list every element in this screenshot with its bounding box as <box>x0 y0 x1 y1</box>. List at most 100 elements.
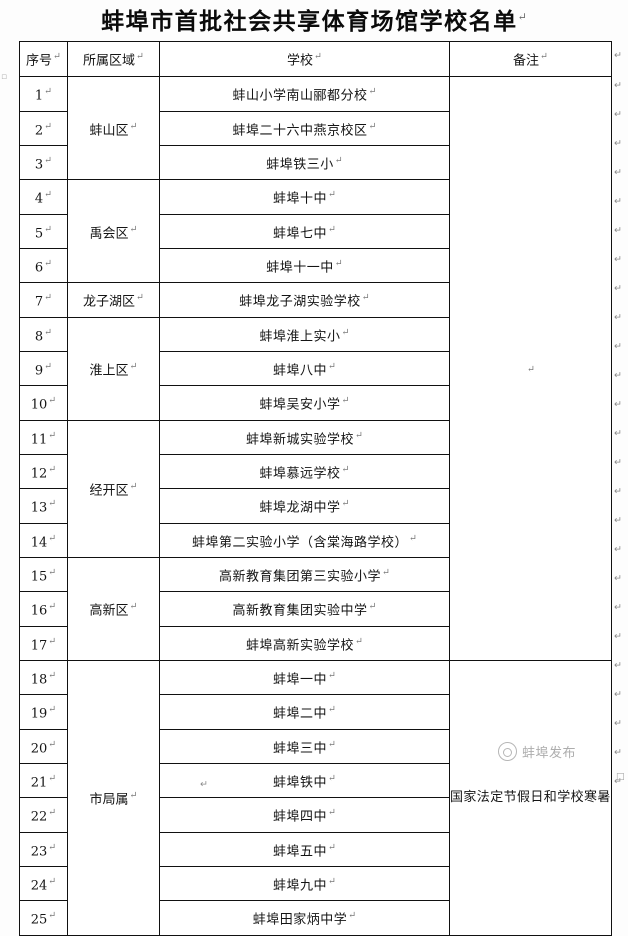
pilcrow-icon: ↵ <box>361 292 370 304</box>
margin-pilcrow: ↵ <box>614 718 622 729</box>
pilcrow-icon: ↵ <box>355 429 363 441</box>
pilcrow-icon: ↵ <box>328 704 336 716</box>
table-row: 10↵ 蚌埠吴安小学 ↵ <box>19 385 612 421</box>
pilcrow-icon: ↵ <box>44 326 53 338</box>
pilcrow-icon: ↵ <box>48 772 57 784</box>
table-row: 5↵ 蚌埠七中↵ <box>19 213 612 249</box>
pilcrow-icon: ↵ <box>328 189 336 201</box>
area-label: 蚌山区 <box>89 122 129 138</box>
table-row: 20↵ 蚌埠三中↵ <box>19 728 612 764</box>
margin-pilcrow: ↵ <box>614 341 622 352</box>
margin-pilcrow: ↵ <box>614 457 622 468</box>
cell-school: 高新教育集团第三实验小学↵ <box>159 556 450 593</box>
index-value: 1 <box>34 88 44 104</box>
area-label: 市局属 <box>89 792 129 808</box>
index-value: 25 <box>30 912 48 928</box>
margin-pilcrow: ↵ <box>614 776 622 787</box>
cell-school: 蚌埠新城实验学校↵ <box>159 419 450 455</box>
margin-pilcrow: ↵ <box>614 80 622 91</box>
cell-school: 蚌埠九中↵ <box>159 865 450 902</box>
cell-school: 蚌埠田家炳中学↵ <box>159 900 450 936</box>
school-name: 蚌埠八中 <box>273 363 328 379</box>
table-header: 序号↵ 所属区域↵ 学校↵ 备注↵ <box>19 40 612 78</box>
margin-pilcrow: ↵ <box>614 167 622 178</box>
area-label: 龙子湖区 <box>83 294 136 310</box>
cell-remark: 国家法定节假日和学校寒暑假期社会共享↵ <box>449 659 612 936</box>
cell-school: 蚌埠四中↵ <box>159 797 450 833</box>
cell-index: 16↵ <box>19 591 68 627</box>
cell-area: 淮上区↵ <box>67 316 160 421</box>
school-name: 蚌埠新城实验学校 <box>246 431 355 447</box>
margin-pilcrow: ↵ <box>614 428 622 439</box>
cell-index: 17↵ <box>19 625 68 661</box>
pilcrow-icon: ↵ <box>48 395 57 407</box>
cell-school: 蚌埠二中↵ <box>159 694 450 730</box>
pilcrow-icon: ↵ <box>129 601 138 613</box>
index-value: 13 <box>30 500 48 516</box>
index-value: 5 <box>34 225 44 241</box>
remark-text: 国家法定节假日和学校寒暑假期社会共享 <box>450 789 611 805</box>
cell-index: 21↵ <box>19 762 68 799</box>
cell-school: 蚌埠淮上实小↵ <box>159 316 450 352</box>
pilcrow-icon: ↵ <box>48 498 57 510</box>
margin-pilcrow: ↵ <box>614 689 622 700</box>
pilcrow-icon: ↵ <box>48 841 57 853</box>
column-header-school: 学校↵ <box>159 40 450 78</box>
area-label: 高新区 <box>89 603 129 619</box>
margin-pilcrow: ↵ <box>614 254 622 265</box>
table-row: 2↵ 蚌埠二十六中燕京校区↵ <box>19 110 612 146</box>
table-row: 14↵ 蚌埠第二实验小学（含棠海路学校）↵ <box>19 522 612 558</box>
cell-index: 10↵ <box>19 385 68 421</box>
cell-index: 12↵ <box>19 453 68 490</box>
school-name: 高新教育集团第三实验小学 <box>219 569 382 585</box>
index-value: 6 <box>34 260 44 276</box>
pilcrow-icon: ↵ <box>129 790 138 802</box>
pilcrow-icon: ↵ <box>328 223 336 235</box>
pilcrow-icon: ↵ <box>328 772 336 784</box>
table-row: 1↵ 蚌山区↵ 蚌山小学南山郦都分校↵ ↵ <box>19 76 612 661</box>
cell-school: 蚌埠三中↵ <box>159 728 450 764</box>
margin-pilcrow: ↵ <box>614 515 622 526</box>
pilcrow-icon: ↵ <box>368 601 377 613</box>
pilcrow-icon: ↵ <box>48 601 57 613</box>
watermark-label: 蚌埠发布 <box>522 746 577 761</box>
table-header-row: 序号↵ 所属区域↵ 学校↵ 备注↵ <box>19 40 612 78</box>
pilcrow-icon: ↵ <box>334 257 343 269</box>
table-row: 15↵ 高新区↵ 高新教育集团第三实验小学↵ <box>19 556 612 661</box>
pilcrow-icon: ↵ <box>44 257 53 269</box>
pilcrow-icon: ↵ <box>44 189 53 201</box>
school-name: 蚌埠九中 <box>273 878 328 894</box>
pilcrow-icon: ↵ <box>328 807 336 819</box>
index-value: 12 <box>30 466 48 482</box>
pilcrow-icon: ↵ <box>355 635 363 647</box>
pilcrow-icon: ↵ <box>129 120 138 132</box>
page-title-text: 蚌埠市首批社会共享体育场馆学校名单 <box>101 8 518 35</box>
school-name: 蚌埠田家炳中学 <box>252 912 348 928</box>
pilcrow-icon: ↵ <box>44 86 53 98</box>
cell-school: 蚌埠五中↵ <box>159 831 450 867</box>
margin-pilcrow: ↵ <box>614 138 622 149</box>
index-value: 3 <box>34 157 44 173</box>
pilcrow-icon: ↵ <box>48 635 57 647</box>
pilcrow-icon: ↵ <box>53 51 61 62</box>
margin-pilcrow: ↵ <box>614 631 622 642</box>
margin-pilcrow: ↵ <box>614 225 622 236</box>
pilcrow-icon: ↵ <box>48 704 57 716</box>
pilcrow-icon: ↵ <box>136 51 144 62</box>
cell-index: 20↵ <box>19 728 68 764</box>
index-value: 18 <box>30 672 48 688</box>
pilcrow-icon: ↵ <box>382 566 390 578</box>
margin-pilcrow: ↵ <box>614 486 622 497</box>
pilcrow-icon: ↵ <box>48 566 57 578</box>
cell-school: 蚌埠七中↵ <box>159 213 450 249</box>
school-name: 蚌埠十中 <box>273 191 328 207</box>
cell-index: 5↵ <box>19 213 68 249</box>
column-header-area-label: 所属区域 <box>83 53 136 69</box>
cell-school: 蚌山小学南山郦都分校↵ <box>159 76 450 112</box>
table-row: 7↵ 龙子湖区↵ 蚌埠龙子湖实验学校↵ <box>19 282 612 318</box>
school-name: 蚌埠吴安小学 <box>259 397 341 413</box>
school-name: 蚌埠一中 <box>273 672 328 688</box>
cell-area: 市局属↵ <box>67 659 160 936</box>
index-value: 23 <box>30 843 48 859</box>
school-name: 蚌埠十一中 <box>266 260 334 276</box>
